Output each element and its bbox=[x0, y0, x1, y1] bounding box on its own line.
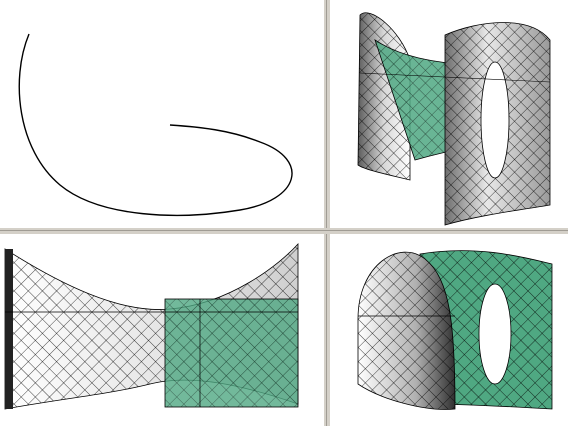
horizontal-splitter[interactable] bbox=[0, 228, 568, 234]
surface-hole bbox=[480, 61, 510, 179]
front-canvas bbox=[4, 242, 299, 410]
viewport-bottom-left[interactable] bbox=[0, 234, 324, 426]
perspective-canvas bbox=[357, 12, 551, 226]
spline-curve[interactable] bbox=[18, 33, 293, 216]
viewport-top-right[interactable] bbox=[330, 0, 568, 228]
viewport-top-left[interactable] bbox=[0, 0, 324, 228]
curve-canvas bbox=[18, 33, 293, 216]
viewport-bottom-right[interactable] bbox=[330, 234, 568, 426]
vertical-splitter[interactable] bbox=[324, 0, 330, 426]
side-canvas bbox=[357, 250, 553, 410]
face-hole bbox=[478, 283, 512, 385]
